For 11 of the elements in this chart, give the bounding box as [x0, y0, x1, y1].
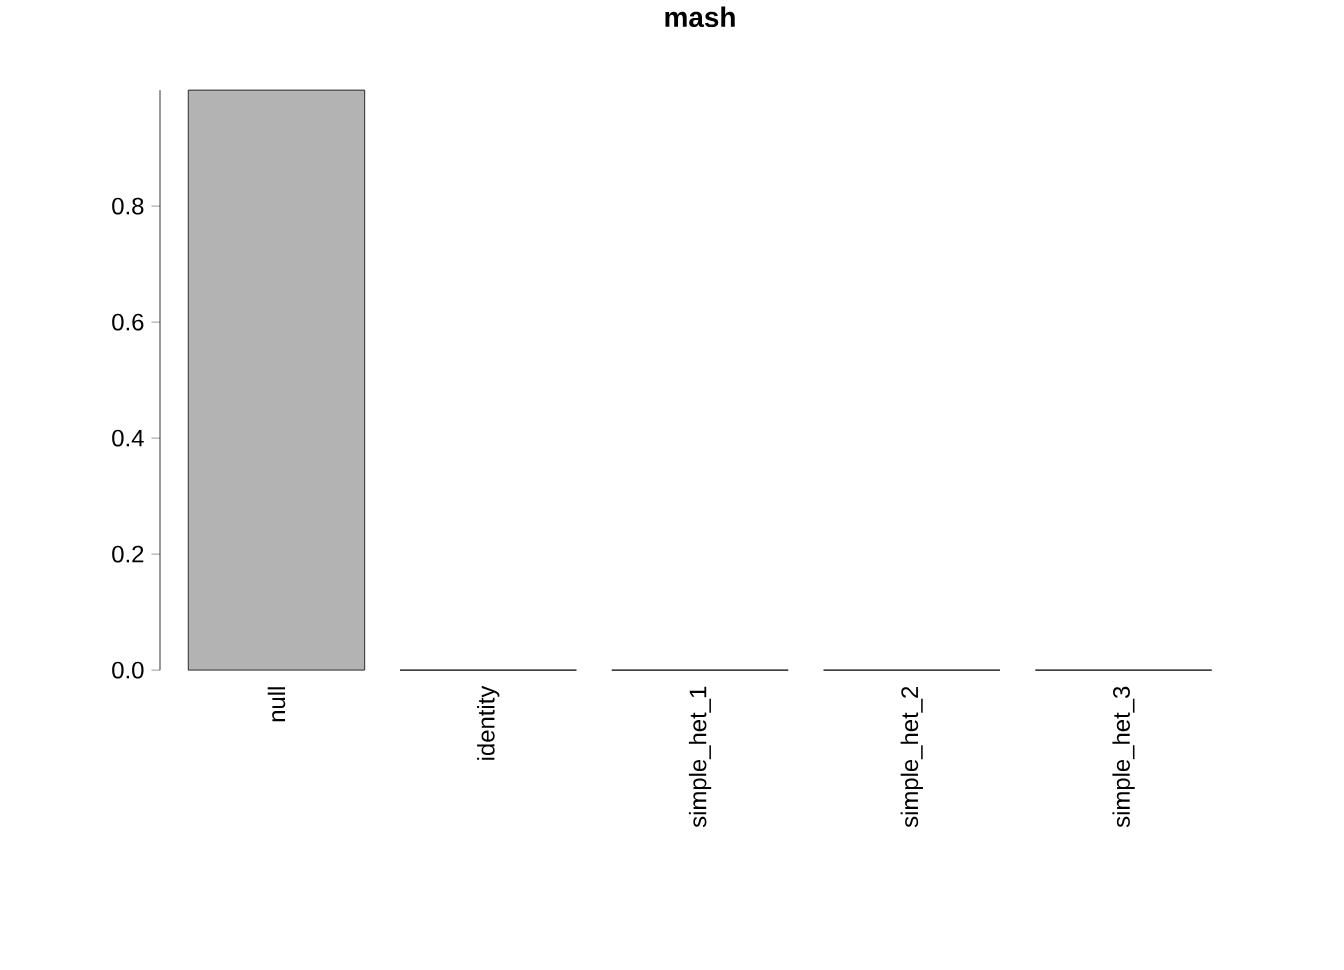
y-tick-label: 0.6: [112, 313, 144, 331]
y-tick-label: 0.4: [112, 429, 144, 447]
y-tick-label: 0.0: [112, 661, 144, 679]
y-tick-label: 0.8: [112, 197, 144, 215]
y-tick-label: 0.2: [112, 545, 144, 563]
x-tick-label: null: [267, 687, 286, 722]
chart-title: mash: [665, 6, 735, 28]
x-tick-label: simple_het_3: [1112, 686, 1135, 828]
x-tick-label: simple_het_1: [688, 686, 712, 828]
x-tick-label: identity: [477, 685, 500, 760]
x-tick-label: simple_het_2: [900, 686, 923, 828]
